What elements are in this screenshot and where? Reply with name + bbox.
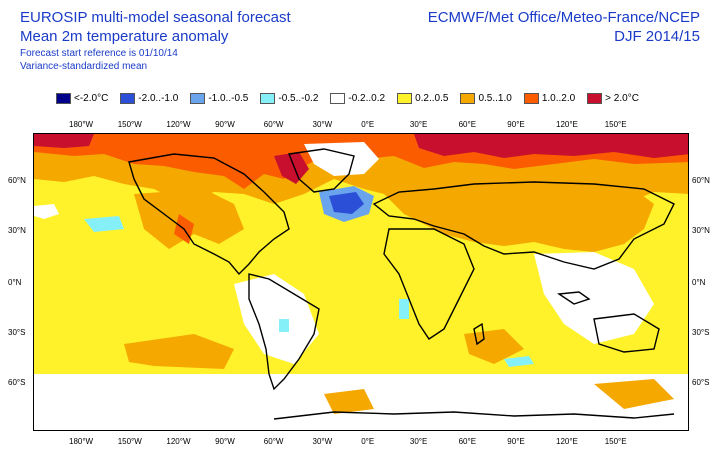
eurasia-coast bbox=[372, 181, 675, 270]
eurasia-orange bbox=[384, 184, 654, 252]
coastlines bbox=[128, 148, 675, 420]
title-line-2: Mean 2m temperature anomaly bbox=[20, 28, 229, 45]
longitude-label: 0°E bbox=[361, 437, 375, 446]
tasman-orange bbox=[594, 379, 674, 409]
legend-label: 0.2..0.5 bbox=[415, 93, 449, 104]
alaska-dark-red bbox=[34, 134, 94, 148]
legend-label: -1.0..-0.5 bbox=[208, 93, 249, 104]
south-pacific-orange bbox=[124, 334, 234, 369]
map-svg bbox=[34, 134, 688, 430]
longitude-label: 120°E bbox=[556, 120, 578, 129]
longitude-label: 150°E bbox=[604, 437, 627, 446]
legend-label: 0.5..1.0 bbox=[478, 93, 512, 104]
longitude-label: 90°W bbox=[215, 120, 235, 129]
southern-ocean-orange bbox=[324, 389, 374, 414]
latitude-label: 30°N bbox=[692, 226, 710, 235]
pacific-cold-spot bbox=[84, 216, 124, 232]
south-atlantic-cold-spot bbox=[279, 319, 289, 332]
antarctica-coast bbox=[273, 411, 675, 420]
legend-item: -2.0..-1.0 bbox=[120, 93, 178, 104]
variance-note: Variance-standardized mean bbox=[20, 61, 148, 72]
longitude-label: 30°W bbox=[312, 437, 333, 446]
longitude-label: 0°E bbox=[361, 120, 375, 129]
latitude-label: 30°S bbox=[8, 328, 26, 337]
siberia-dark-red bbox=[414, 134, 688, 158]
latitude-label: 60°N bbox=[692, 176, 710, 185]
longitude-label: 60°W bbox=[263, 120, 284, 129]
legend-swatch bbox=[56, 93, 71, 104]
legend-item: 1.0..2.0 bbox=[523, 93, 576, 104]
legend-item: 0.5..1.0 bbox=[460, 93, 512, 104]
australia-coast bbox=[593, 313, 660, 353]
legend-label: > 2.0°C bbox=[605, 93, 639, 104]
longitude-label: 120°E bbox=[556, 437, 578, 446]
longitude-label: 150°W bbox=[117, 437, 142, 446]
color-legend: <-2.0°C -2.0..-1.0 -1.0..-0.5 -0.5..-0.2 -0.… bbox=[56, 93, 651, 104]
greenland-dark-red bbox=[274, 152, 309, 184]
north-america-coast bbox=[128, 153, 290, 276]
legend-swatch bbox=[120, 93, 136, 104]
centres-label: ECMWF/Met Office/Meteo-France/NCEP bbox=[427, 9, 700, 26]
anomaly-map bbox=[33, 133, 689, 431]
legend-swatch bbox=[397, 93, 413, 104]
legend-label: -0.2..0.2 bbox=[348, 93, 386, 104]
longitude-label: 30°W bbox=[312, 120, 333, 129]
north-america-orange bbox=[134, 189, 244, 249]
south-america-coast bbox=[248, 273, 320, 391]
legend-item: <-2.0°C bbox=[56, 93, 108, 104]
longitude-label: 90°E bbox=[507, 120, 525, 129]
legend-label: -0.5..-0.2 bbox=[278, 93, 319, 104]
longitude-label: 180°W bbox=[69, 437, 94, 446]
season-label: DJF 2014/15 bbox=[614, 28, 700, 45]
benguela-cold-spot bbox=[399, 299, 409, 319]
legend-item: -1.0..-0.5 bbox=[190, 93, 248, 104]
forecast-start-reference: Forecast start reference is 01/10/14 bbox=[20, 48, 178, 59]
borneo-coast bbox=[556, 291, 591, 305]
longitude-label: 150°E bbox=[604, 120, 627, 129]
longitude-label: 30°E bbox=[409, 120, 428, 129]
indonesia-white bbox=[534, 252, 654, 344]
madagascar-coast bbox=[473, 322, 485, 346]
longitude-label: 120°W bbox=[166, 437, 191, 446]
legend-swatch bbox=[260, 93, 276, 104]
longitude-label: 60°E bbox=[458, 120, 477, 129]
longitude-label: 30°E bbox=[409, 437, 428, 446]
title-line-1: EUROSIP multi-model seasonal forecast bbox=[20, 9, 291, 26]
latitude-label: 30°S bbox=[692, 328, 710, 337]
greenland-coast bbox=[288, 148, 355, 193]
legend-swatch bbox=[330, 93, 346, 104]
longitude-label: 90°E bbox=[507, 437, 525, 446]
legend-label: <-2.0°C bbox=[74, 93, 109, 104]
latitude-label: 0°N bbox=[8, 278, 22, 287]
legend-item: 0.2..0.5 bbox=[397, 93, 448, 104]
pacific-white-west bbox=[34, 204, 59, 219]
legend-item: > 2.0°C bbox=[587, 93, 639, 104]
legend-swatch bbox=[190, 93, 206, 104]
arctic-white-patch bbox=[304, 142, 379, 176]
latitude-label: 60°S bbox=[8, 378, 26, 387]
longitude-label: 150°W bbox=[117, 120, 142, 129]
africa-coast bbox=[383, 228, 475, 340]
longitude-label: 60°W bbox=[263, 437, 284, 446]
longitude-label: 180°W bbox=[69, 120, 94, 129]
latitude-label: 0°N bbox=[692, 278, 706, 287]
legend-swatch bbox=[523, 93, 539, 104]
legend-swatch bbox=[460, 93, 476, 104]
longitude-label: 90°W bbox=[215, 437, 235, 446]
legend-item: -0.5..-0.2 bbox=[260, 93, 318, 104]
latitude-label: 60°S bbox=[692, 378, 710, 387]
legend-label: 1.0..2.0 bbox=[541, 93, 576, 104]
north-atlantic-cold-dark bbox=[329, 192, 364, 214]
longitude-label: 120°W bbox=[166, 120, 191, 129]
latitude-label: 30°N bbox=[8, 226, 26, 235]
south-indian-orange bbox=[464, 329, 524, 364]
latitude-label: 60°N bbox=[8, 176, 26, 185]
longitude-label: 60°E bbox=[458, 437, 477, 446]
indian-cold-spot bbox=[504, 356, 534, 367]
legend-item: -0.2..0.2 bbox=[330, 93, 385, 104]
legend-label: -2.0..-1.0 bbox=[138, 93, 179, 104]
legend-swatch bbox=[587, 93, 603, 104]
